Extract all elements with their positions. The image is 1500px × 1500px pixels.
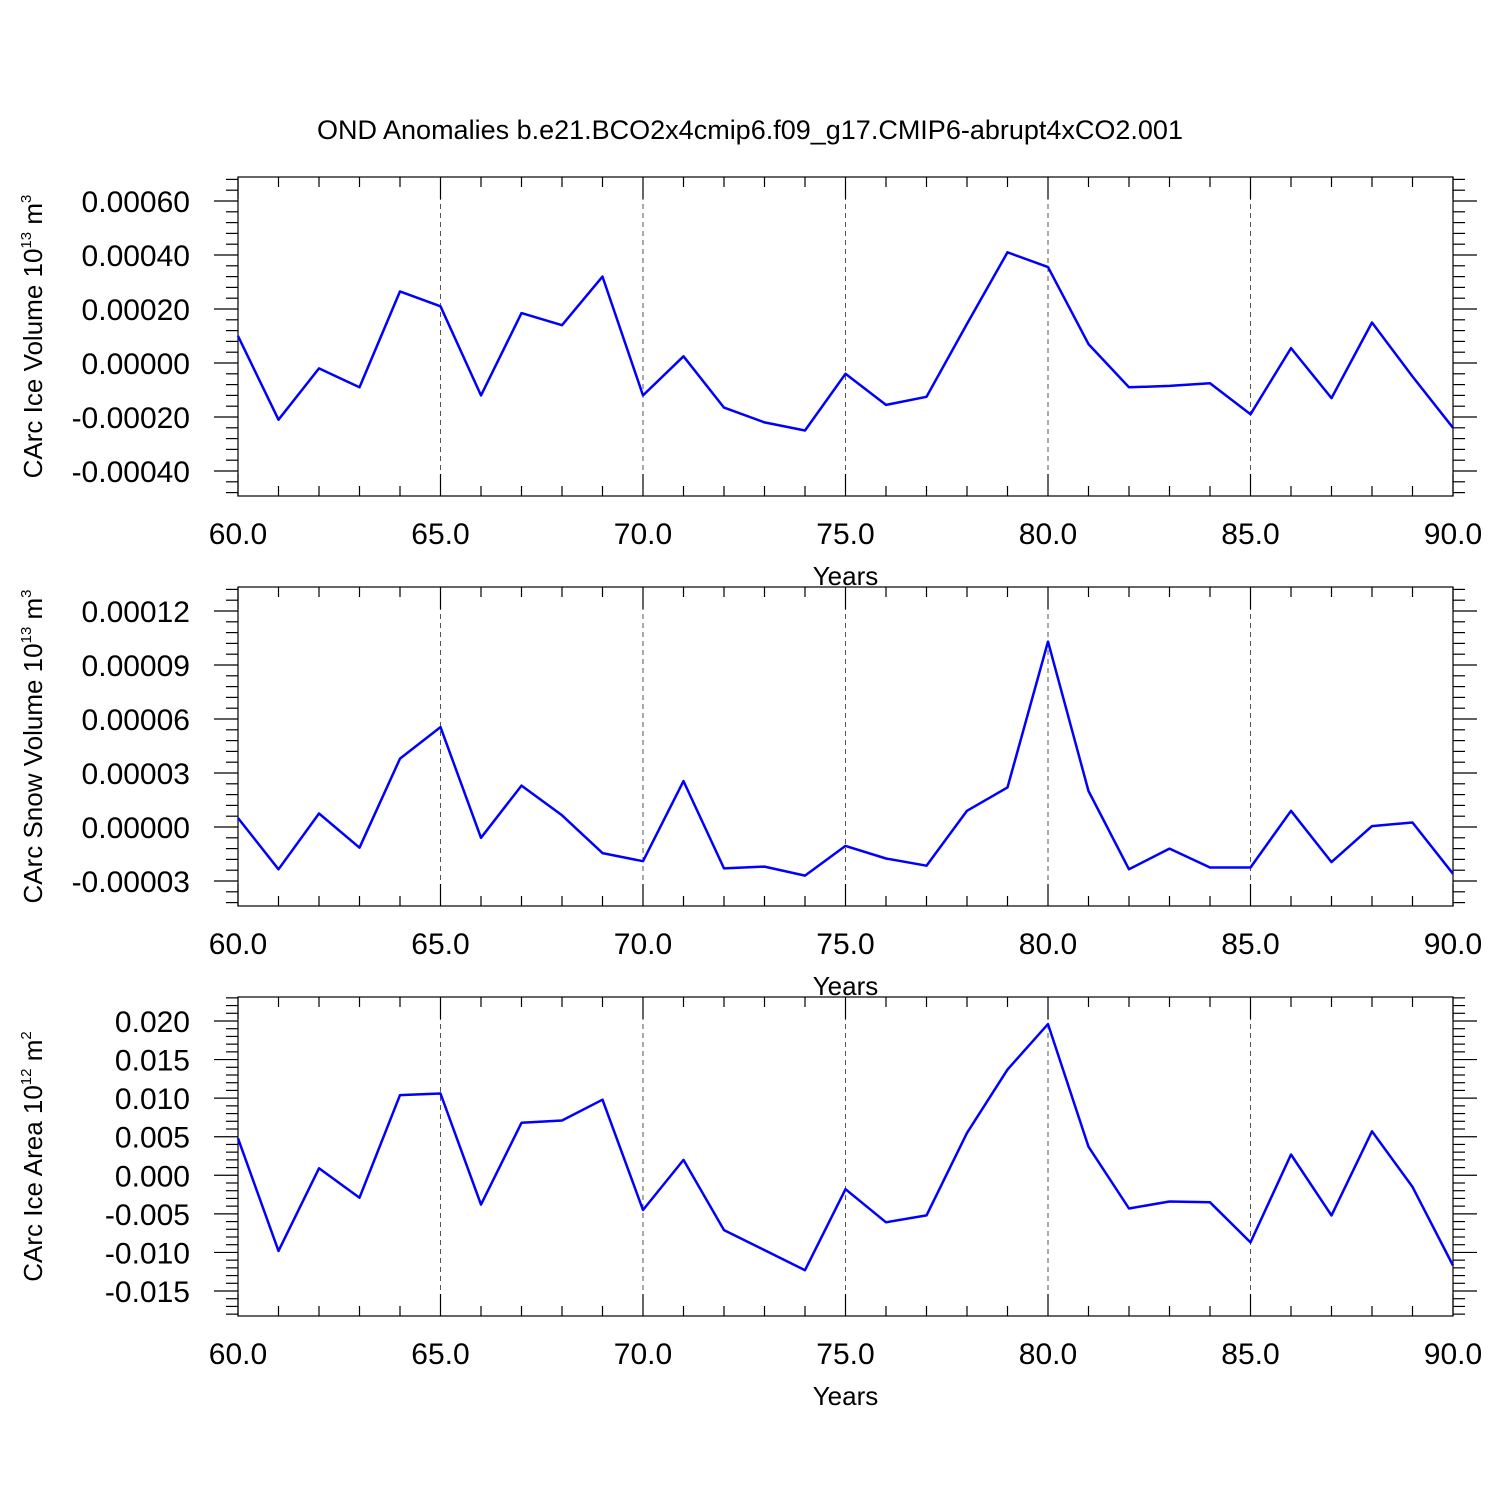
x-tick-label: 75.0 [816,518,874,551]
y-tick-label: 0.00020 [82,294,190,327]
panel-2: 60.0 65.0 70.0 75.0 80.0 85.0 90.0 -0.00003 0.00… [18,586,1482,1001]
x-tick-label: 65.0 [411,518,469,551]
y-tick-label: 0.00000 [82,812,190,845]
x-tick-label: 65.0 [411,928,469,961]
y-axis-label-unit-exp: 3 [18,195,35,203]
figure-title: OND Anomalies b.e21.BCO2x4cmip6.f09_g17.… [317,115,1183,145]
series-line [236,251,1454,432]
y-tick-label: -0.00040 [72,456,190,489]
y-axis-label-unit: m [18,203,48,232]
y-axis-label: CArc Ice Volume 1013 m3 [18,195,48,479]
y-axis-label-exp: 13 [18,627,35,644]
y-tick-label: 0.015 [115,1045,190,1078]
x-axis-label: Years [813,1381,879,1411]
y-tick-label: 0.000 [115,1160,190,1193]
x-axis-label: Years [813,971,879,1001]
x-tick-label: 70.0 [614,518,672,551]
y-axis-label-base: CArc Snow Volume 10 [18,643,48,903]
panels: 60.0 65.0 70.0 75.0 80.0 85.0 90.0 -0.00040 -0.0… [18,176,1482,1411]
y-axis-label-unit: m [18,1040,48,1069]
y-axis-label: CArc Ice Area 1012 m2 [18,1031,48,1281]
x-tick-label: 60.0 [209,928,267,961]
y-tick-label: 0.010 [115,1083,190,1116]
y-tick-label: 0.020 [115,1006,190,1039]
y-axis-label-exp: 13 [18,232,35,249]
y-tick-label: 0.00012 [82,596,190,629]
x-tick-label: 60.0 [209,1338,267,1371]
y-tick-label: -0.010 [105,1237,190,1270]
y-tick-label: 0.00003 [82,758,190,791]
y-axis-label-exp: 12 [18,1069,35,1086]
y-tick-label: 0.00006 [82,704,190,737]
x-tick-label: 90.0 [1424,518,1482,551]
x-tick-label: 60.0 [209,518,267,551]
x-tick-label: 85.0 [1221,1338,1279,1371]
panel-1: 60.0 65.0 70.0 75.0 80.0 85.0 90.0 -0.00040 -0.0… [18,176,1482,591]
x-tick-label: 75.0 [816,928,874,961]
x-tick-label: 80.0 [1019,928,1077,961]
y-tick-label: 0.00009 [82,650,190,683]
series-line [237,640,1454,877]
y-tick-label: -0.005 [105,1199,190,1232]
x-tick-label: 80.0 [1019,1338,1077,1371]
y-tick-label: 0.00060 [82,186,190,219]
y-axis-label: CArc Snow Volume 1013 m3 [18,589,48,903]
y-tick-label: 0.005 [115,1122,190,1155]
x-tick-label: 85.0 [1221,928,1279,961]
y-axis-label-base: CArc Ice Volume 10 [18,249,48,479]
x-tick-label: 65.0 [411,1338,469,1371]
x-tick-label: 80.0 [1019,518,1077,551]
y-tick-label: 0.00000 [82,348,190,381]
series-line [236,1022,1455,1272]
y-tick-label: -0.00020 [72,402,190,435]
x-tick-label: 85.0 [1221,518,1279,551]
y-tick-label: -0.015 [105,1276,190,1309]
y-tick-label: -0.00003 [72,866,190,899]
y-axis-label-unit-exp: 2 [18,1031,35,1039]
x-tick-label: 70.0 [614,1338,672,1371]
x-axis-label: Years [813,561,879,591]
y-axis-label-unit-exp: 3 [18,589,35,597]
x-tick-label: 90.0 [1424,1338,1482,1371]
x-tick-label: 70.0 [614,928,672,961]
panel-3: 60.0 65.0 70.0 75.0 80.0 85.0 90.0 -0.015 -0.010… [18,996,1482,1411]
y-axis-label-unit: m [18,598,48,627]
y-axis-label-base: CArc Ice Area 10 [18,1085,48,1282]
y-tick-label: 0.00040 [82,240,190,273]
x-tick-label: 90.0 [1424,928,1482,961]
x-tick-label: 75.0 [816,1338,874,1371]
